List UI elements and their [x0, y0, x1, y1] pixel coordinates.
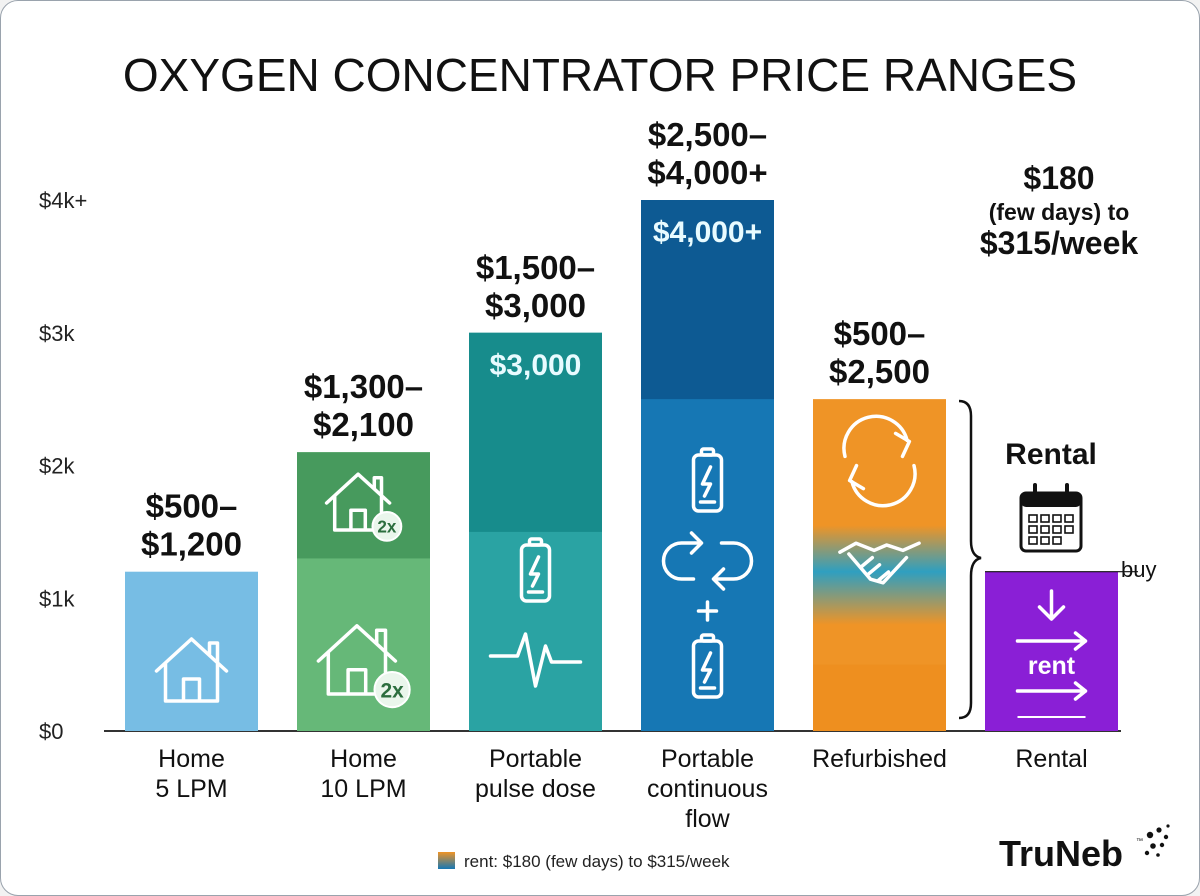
calendar-icon: [1019, 483, 1083, 553]
y-tick-label: $2k: [39, 454, 75, 479]
buy-label: buy: [1121, 557, 1156, 582]
bar-0: [125, 571, 258, 731]
legend: rent: $180 (few days) to $315/week: [438, 852, 730, 871]
house-2x-icon: 2x: [324, 472, 403, 542]
range-labels: $500–$1,200$1,300–$2,100$1,500–$3,000$2,…: [141, 116, 930, 563]
category-label-1-1: 10 LPM: [320, 775, 406, 803]
category-label-2-1: pulse dose: [475, 775, 596, 803]
bar-low-segment-4: [813, 664, 946, 731]
plus-icon: [696, 600, 719, 622]
refresh-icon: [842, 414, 917, 508]
house-icon: [154, 637, 229, 703]
category-label-0-0: Home: [158, 745, 225, 773]
range-label-1-1: $2,100: [313, 406, 414, 443]
bar-range-segment-3: [641, 200, 774, 400]
rent-label: rent: [1028, 652, 1076, 680]
range-label-2-1: $3,000: [485, 287, 586, 324]
logo-trademark: ™: [1136, 838, 1143, 845]
handshake-icon: [838, 541, 921, 585]
rental-price-line-2: (few days) to: [989, 199, 1130, 225]
rental-price-line-3: $315/week: [980, 225, 1139, 261]
refurbished-bracket: [958, 399, 982, 720]
y-axis-ticks: $0 $1k $2k $3k $4k+: [39, 188, 87, 744]
bar-icons: 2x 2x rent: [154, 414, 1088, 718]
category-label-3-2: flow: [685, 805, 730, 833]
range-label-4-1: $2,500: [829, 353, 930, 390]
svg-text:2x: 2x: [380, 679, 404, 702]
bar-4-icons: [838, 414, 921, 585]
range-label-0-0: $500–: [146, 488, 238, 525]
svg-text:2x: 2x: [377, 518, 397, 537]
y-tick-label: $1k: [39, 586, 75, 611]
category-label-1-0: Home: [330, 745, 397, 773]
bar-top-label-2: $3,000: [490, 349, 582, 382]
rental-header: Rental: [1005, 438, 1097, 471]
bar-1-icons: 2x 2x: [316, 472, 411, 709]
category-label-4-0: Refurbished: [812, 745, 947, 773]
pulse-icon: [488, 632, 583, 688]
category-label-0-1: 5 LPM: [155, 775, 227, 803]
truneb-logo: TruNeb ™: [999, 824, 1170, 874]
bar-2-icons: [488, 537, 583, 688]
bars: $3,000 $4,000+: [125, 200, 1138, 731]
logo-text: TruNeb: [999, 833, 1123, 874]
range-label-2-0: $1,500–: [476, 249, 595, 286]
range-label-3-1: $4,000+: [647, 154, 767, 191]
category-label-3-1: continuous: [647, 775, 768, 803]
bar-top-label-3: $4,000+: [653, 216, 762, 249]
range-label-0-1: $1,200: [141, 526, 242, 563]
bar-5-icons: rent: [1015, 483, 1088, 718]
rent-arrows-icon: rent: [1015, 589, 1088, 718]
rental-price-line-1: $180: [1023, 160, 1094, 196]
chart-title: OXYGEN CONCENTRATOR PRICE RANGES: [123, 49, 1077, 101]
y-tick-label: $3k: [39, 321, 75, 346]
house-2x-icon: 2x: [316, 624, 411, 709]
logo-dots-icon: [1144, 824, 1170, 857]
range-label-4-0: $500–: [834, 315, 926, 352]
battery-icon: [691, 447, 724, 513]
bar-3-icons: [661, 447, 754, 699]
cycle-icon: [661, 531, 754, 591]
range-label-1-0: $1,300–: [304, 368, 423, 405]
legend-swatch: [438, 852, 455, 869]
range-label-3-0: $2,500–: [648, 116, 767, 153]
category-label-2-0: Portable: [489, 745, 582, 773]
legend-text: rent: $180 (few days) to $315/week: [464, 852, 730, 871]
bar-range-segment-1: [297, 452, 430, 559]
y-tick-label: $4k+: [39, 188, 87, 213]
y-tick-label: $0: [39, 719, 63, 744]
category-label-5-0: Rental: [1015, 745, 1087, 773]
rental-annotations: $180 (few days) to $315/week Rental buy: [958, 160, 1156, 720]
bar-0-icons: [154, 637, 229, 703]
bar-range-segment-2: [469, 332, 602, 532]
battery-icon: [519, 537, 552, 603]
battery-icon: [691, 633, 724, 699]
category-label-3-0: Portable: [661, 745, 754, 773]
